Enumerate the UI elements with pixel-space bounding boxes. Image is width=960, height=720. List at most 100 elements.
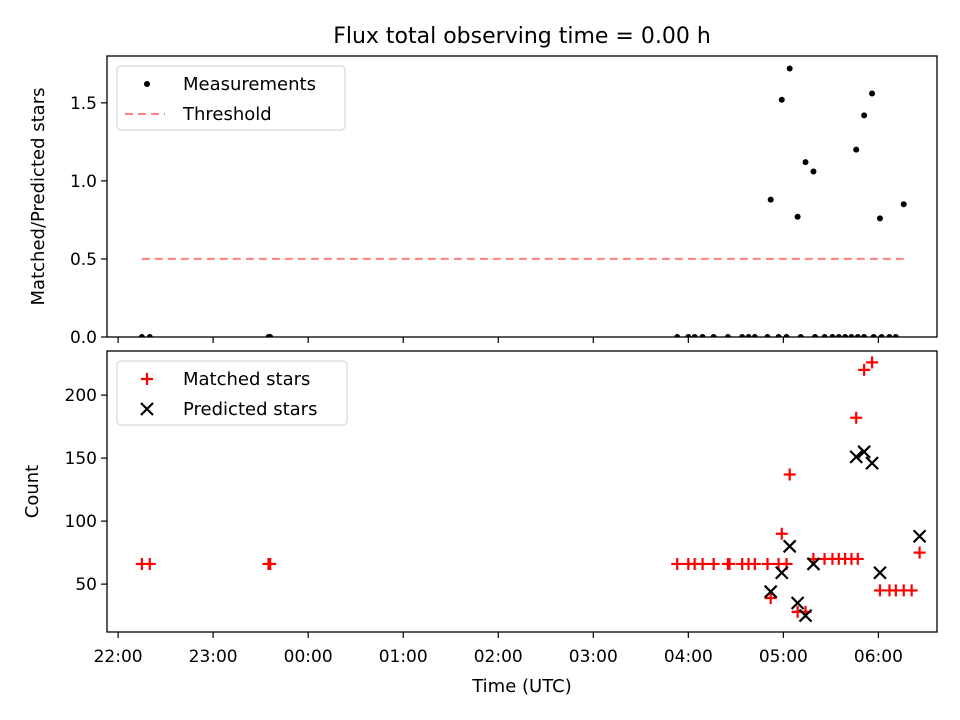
- y-axis-label: Matched/Predicted stars: [28, 88, 49, 306]
- measurement-point: [724, 334, 731, 337]
- x-tick-label: 06:00: [854, 647, 903, 667]
- measurement-point: [900, 201, 907, 208]
- measurement-point: [842, 334, 849, 337]
- axes-frame: [106, 350, 938, 633]
- measurement-point: [829, 334, 836, 337]
- measurement-point: [812, 334, 819, 337]
- measurement-point: [138, 334, 145, 337]
- legend-label: Predicted stars: [183, 399, 317, 420]
- x-tick-label: 00:00: [284, 647, 333, 667]
- matched-star-point: [748, 557, 761, 570]
- series-x: [763, 445, 927, 623]
- predicted-star-point: [806, 557, 821, 571]
- measurement-point: [870, 334, 877, 337]
- legend-box: [116, 65, 346, 131]
- measurement-point: [854, 334, 861, 337]
- measurement-point: [685, 334, 692, 337]
- predicted-star-point: [798, 608, 813, 623]
- measurement-point: [267, 334, 274, 337]
- predicted-star-point: [763, 584, 778, 599]
- legend-x-marker: [140, 402, 154, 416]
- matched-star-point: [783, 468, 796, 481]
- measurement-point: [751, 334, 758, 337]
- top-panel: 0.0 0.5 1.0 1.5 Matched/Predicted stars Measu…: [28, 55, 938, 348]
- y-tick-label: 150: [65, 449, 97, 469]
- measurement-point: [810, 168, 817, 175]
- legend-plus-marker: [141, 373, 153, 385]
- measurement-point: [878, 334, 885, 337]
- series-plus: [135, 356, 926, 618]
- matched-star-point: [671, 557, 684, 570]
- legend-label: Measurements: [183, 74, 316, 95]
- y-tick-label: 50: [75, 575, 97, 595]
- x-tick-label: 05:00: [759, 647, 808, 667]
- measurement-point: [802, 159, 809, 166]
- predicted-star-point: [849, 450, 863, 464]
- measurement-point: [783, 334, 790, 337]
- matched-star-point: [264, 557, 277, 570]
- measurement-point: [778, 96, 785, 103]
- measurement-point: [892, 334, 899, 337]
- measurement-point: [699, 334, 706, 337]
- legend-box: [116, 360, 348, 426]
- matched-star-point: [761, 557, 774, 570]
- measurement-point: [764, 334, 771, 337]
- axes-frame: [106, 55, 938, 338]
- x-tick-label: 23:00: [189, 647, 238, 667]
- measurement-point: [861, 334, 868, 337]
- plot-area: [138, 65, 907, 337]
- y-tick-label: 200: [65, 386, 97, 406]
- y-tick-label: 0.0: [70, 328, 97, 348]
- series-dot: [138, 65, 907, 337]
- measurement-point: [775, 334, 782, 337]
- matched-star-point: [696, 557, 709, 570]
- plot-area: [135, 356, 927, 623]
- matched-star-point: [858, 363, 871, 376]
- predicted-star-point: [873, 565, 887, 580]
- x-tick-label: 01:00: [379, 647, 428, 667]
- legend-label: Matched stars: [183, 369, 310, 390]
- y-axis-label: Count: [22, 465, 43, 518]
- measurement-point: [146, 334, 153, 337]
- legend: Matched stars Predicted stars: [116, 360, 348, 426]
- y-tick-label: 100: [65, 512, 97, 532]
- measurement-point: [876, 215, 883, 222]
- legend-dot-marker: [144, 81, 150, 87]
- bottom-panel: 50 100 150 200 22:00 23:00 00:00 01:00 02:00 03:0…: [22, 350, 938, 697]
- matched-star-point: [851, 552, 864, 565]
- legend: Measurements Threshold: [116, 65, 346, 131]
- matched-star-point: [723, 557, 736, 570]
- measurement-point: [869, 90, 876, 97]
- measurement-point: [886, 334, 893, 337]
- y-tick-label: 0.5: [70, 250, 97, 270]
- matched-star-point: [913, 546, 926, 559]
- x-tick-label: 02:00: [474, 647, 523, 667]
- x-axis-label: Time (UTC): [471, 676, 572, 697]
- matched-star-point: [866, 356, 879, 369]
- measurement-point: [835, 334, 842, 337]
- measurement-point: [848, 334, 855, 337]
- x-tick-label: 03:00: [569, 647, 618, 667]
- measurement-point: [710, 334, 717, 337]
- measurement-point: [821, 334, 828, 337]
- matched-star-point: [850, 411, 863, 424]
- y-tick-label: 1.5: [70, 94, 97, 114]
- measurement-point: [794, 213, 801, 220]
- matched-star-point: [143, 557, 156, 570]
- measurement-point: [745, 334, 752, 337]
- predicted-star-point: [865, 456, 879, 470]
- x-tick-label: 04:00: [664, 647, 713, 667]
- predicted-star-point: [790, 596, 805, 610]
- matched-star-point: [764, 591, 777, 604]
- predicted-star-point: [774, 565, 789, 580]
- measurement-point: [674, 334, 681, 337]
- legend-label: Threshold: [182, 104, 272, 125]
- predicted-star-point: [912, 529, 927, 544]
- matched-star-point: [707, 557, 720, 570]
- x-tick-label: 22:00: [94, 647, 143, 667]
- measurement-point: [861, 112, 868, 119]
- measurement-point: [691, 334, 698, 337]
- y-tick-label: 1.0: [70, 172, 97, 192]
- measurement-point: [797, 334, 804, 337]
